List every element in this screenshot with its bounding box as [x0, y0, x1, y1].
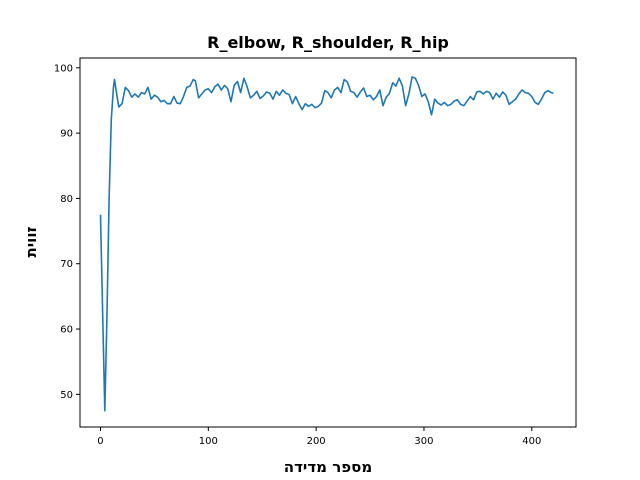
- x-tick-label: 100: [199, 436, 218, 447]
- x-tick-label: 400: [522, 436, 541, 447]
- x-tick-label: 200: [307, 436, 326, 447]
- x-tick-label: 300: [414, 436, 433, 447]
- plot-area: [79, 57, 577, 428]
- y-tick-label: 70: [60, 259, 73, 270]
- chart-title: R_elbow, R_shoulder, R_hip: [207, 33, 449, 52]
- y-tick-label: 90: [60, 129, 73, 140]
- y-axis: 50 60 70 80 90 100: [54, 63, 80, 401]
- y-tick-label: 80: [60, 194, 73, 205]
- data-series-line: [99, 76, 554, 412]
- y-tick-label: 100: [54, 63, 73, 74]
- x-axis: 0 100 200 300 400: [97, 427, 541, 447]
- y-tick-label: 50: [60, 390, 73, 401]
- x-tick-label: 0: [97, 436, 103, 447]
- y-axis-label: זווית: [22, 227, 40, 258]
- plot-frame: [79, 57, 577, 428]
- y-tick-label: 60: [60, 325, 73, 336]
- x-axis-label: מספר מדידה: [284, 458, 372, 476]
